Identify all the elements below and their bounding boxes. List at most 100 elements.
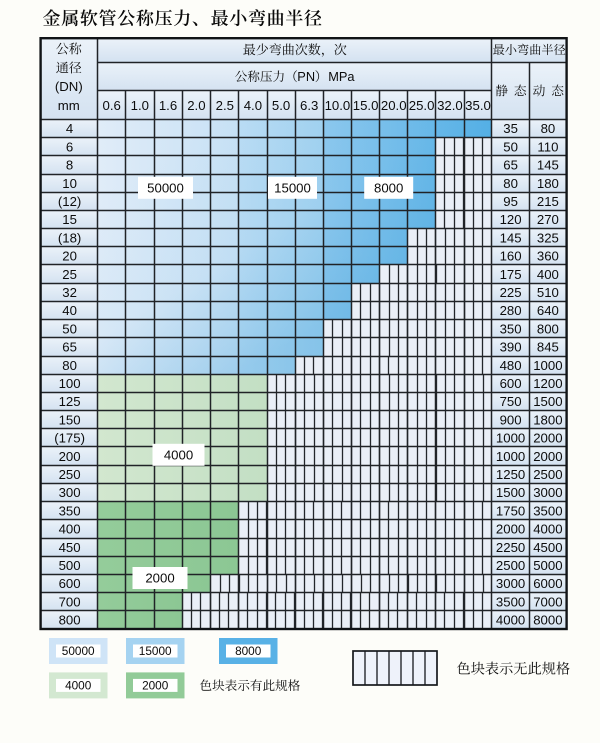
svg-text:2.0: 2.0: [187, 98, 205, 113]
svg-text:400: 400: [537, 267, 559, 282]
svg-text:25.0: 25.0: [409, 98, 435, 113]
svg-text:600: 600: [500, 376, 522, 391]
svg-text:80: 80: [541, 121, 556, 136]
svg-text:5.0: 5.0: [272, 98, 290, 113]
svg-text:390: 390: [500, 340, 522, 355]
svg-text:1750: 1750: [496, 503, 525, 518]
svg-text:200: 200: [59, 449, 81, 464]
svg-text:3500: 3500: [496, 594, 525, 609]
svg-text:400: 400: [59, 522, 81, 537]
svg-text:20.0: 20.0: [381, 98, 407, 113]
svg-text:120: 120: [500, 212, 522, 227]
svg-text:0.6: 0.6: [103, 98, 121, 113]
svg-text:8000: 8000: [533, 613, 562, 628]
svg-text:2500: 2500: [496, 558, 525, 573]
svg-text:800: 800: [59, 613, 81, 628]
svg-text:3000: 3000: [533, 485, 562, 500]
svg-text:4.0: 4.0: [244, 98, 262, 113]
svg-text:750: 750: [500, 394, 522, 409]
svg-text:100: 100: [59, 376, 81, 391]
svg-text:225: 225: [500, 285, 522, 300]
svg-text:160: 160: [500, 249, 522, 264]
svg-text:50000: 50000: [62, 644, 95, 658]
svg-text:35.0: 35.0: [465, 98, 491, 113]
svg-text:3000: 3000: [496, 576, 525, 591]
svg-text:80: 80: [62, 358, 77, 373]
svg-text:1800: 1800: [533, 412, 562, 427]
svg-text:270: 270: [537, 212, 559, 227]
svg-text:6: 6: [66, 139, 73, 154]
svg-text:4000: 4000: [164, 448, 193, 463]
svg-text:1500: 1500: [533, 394, 562, 409]
svg-text:845: 845: [537, 340, 559, 355]
svg-text:145: 145: [537, 158, 559, 173]
svg-text:2.5: 2.5: [216, 98, 234, 113]
svg-text:7000: 7000: [533, 594, 562, 609]
svg-text:95: 95: [503, 194, 518, 209]
svg-text:(18): (18): [58, 230, 81, 245]
svg-text:15000: 15000: [139, 644, 172, 658]
svg-text:900: 900: [500, 412, 522, 427]
svg-text:510: 510: [537, 285, 559, 300]
svg-text:350: 350: [500, 321, 522, 336]
svg-text:8000: 8000: [374, 181, 403, 196]
svg-text:180: 180: [537, 176, 559, 191]
svg-text:4: 4: [66, 121, 73, 136]
svg-text:1250: 1250: [496, 467, 525, 482]
svg-text:1.0: 1.0: [131, 98, 149, 113]
svg-text:MPa: MPa: [328, 69, 355, 84]
svg-text:8000: 8000: [235, 644, 262, 658]
svg-text:1.6: 1.6: [159, 98, 177, 113]
svg-text:2000: 2000: [142, 679, 169, 693]
svg-text:700: 700: [59, 594, 81, 609]
svg-text:450: 450: [59, 540, 81, 555]
svg-text:8: 8: [66, 158, 73, 173]
svg-text:15.0: 15.0: [353, 98, 379, 113]
svg-text:250: 250: [59, 467, 81, 482]
svg-text:1500: 1500: [496, 485, 525, 500]
svg-text:2500: 2500: [533, 467, 562, 482]
svg-text:32: 32: [62, 285, 77, 300]
svg-text:2250: 2250: [496, 540, 525, 555]
svg-text:125: 125: [59, 394, 81, 409]
svg-text:35: 35: [503, 121, 518, 136]
svg-text:10: 10: [62, 176, 77, 191]
svg-text:1000: 1000: [533, 358, 562, 373]
svg-text:6000: 6000: [533, 576, 562, 591]
svg-text:215: 215: [537, 194, 559, 209]
svg-text:80: 80: [503, 176, 518, 191]
svg-text:110: 110: [537, 139, 558, 154]
svg-text:32.0: 32.0: [437, 98, 463, 113]
svg-text:500: 500: [59, 558, 81, 573]
svg-text:50: 50: [62, 321, 77, 336]
svg-text:5000: 5000: [533, 558, 562, 573]
svg-text:(DN): (DN): [55, 79, 83, 94]
svg-text:1000: 1000: [496, 449, 525, 464]
svg-text:50: 50: [503, 139, 518, 154]
svg-text:175: 175: [500, 267, 522, 282]
svg-text:PN: PN: [297, 69, 315, 84]
svg-text:(175): (175): [54, 431, 85, 446]
svg-text:1000: 1000: [496, 431, 525, 446]
svg-text:600: 600: [59, 576, 81, 591]
svg-text:20: 20: [62, 249, 77, 264]
svg-text:65: 65: [62, 340, 77, 355]
svg-text:2000: 2000: [533, 449, 562, 464]
svg-text:40: 40: [62, 303, 77, 318]
svg-text:350: 350: [59, 503, 81, 518]
svg-text:6.3: 6.3: [300, 98, 318, 113]
svg-text:3500: 3500: [533, 503, 562, 518]
svg-text:(12): (12): [58, 194, 81, 209]
svg-text:640: 640: [537, 303, 559, 318]
svg-text:1200: 1200: [533, 376, 562, 391]
svg-text:150: 150: [59, 412, 81, 427]
svg-text:145: 145: [500, 230, 522, 245]
svg-text:15: 15: [62, 212, 77, 227]
svg-text:280: 280: [500, 303, 522, 318]
svg-text:2000: 2000: [533, 431, 562, 446]
svg-text:65: 65: [503, 158, 518, 173]
svg-text:mm: mm: [58, 98, 80, 113]
svg-text:300: 300: [59, 485, 81, 500]
svg-text:25: 25: [62, 267, 77, 282]
svg-text:800: 800: [537, 321, 559, 336]
